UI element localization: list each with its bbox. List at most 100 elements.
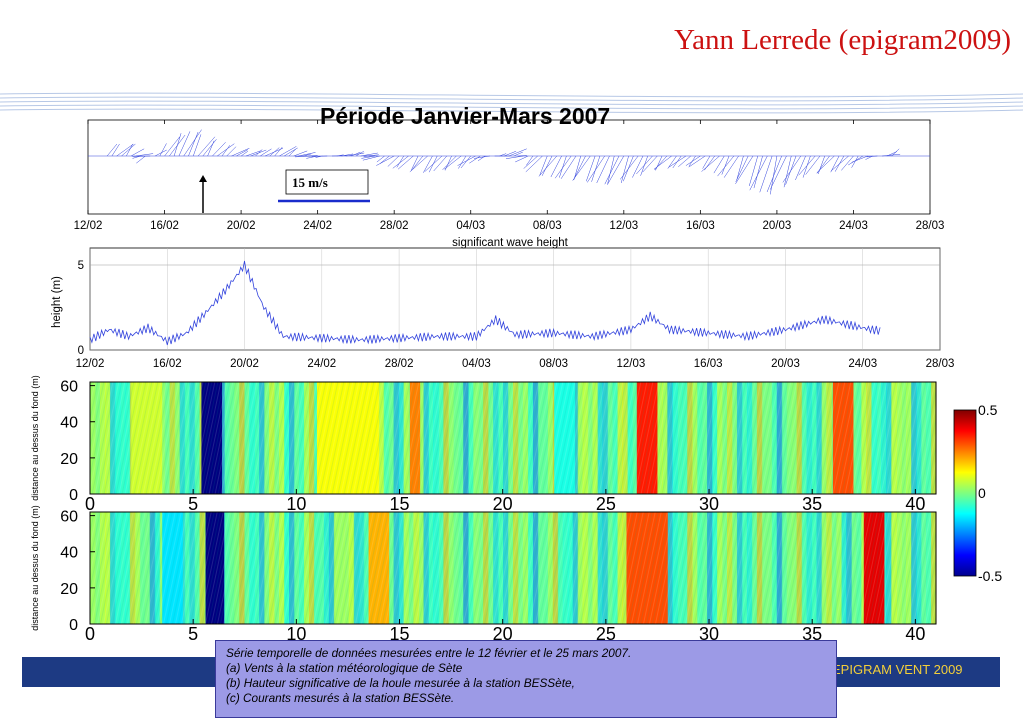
wind-stick <box>802 155 811 178</box>
caption-line: (a) Vents à la station météorologique de… <box>226 661 463 675</box>
wind-stick <box>817 155 825 175</box>
wind-stick <box>226 146 237 157</box>
heatmap-y-tick-label: 40 <box>60 415 78 432</box>
wind-stick <box>433 155 447 172</box>
heatmap-x-tick-label: 10 <box>286 624 306 644</box>
wind-stick <box>303 153 312 157</box>
wind-stick <box>444 155 462 170</box>
heatmap-frame <box>89 511 937 625</box>
wind-stick <box>154 149 167 157</box>
heatmap-x-tick-label: 20 <box>493 624 513 644</box>
wind-stick <box>560 155 577 179</box>
wind-stick <box>769 155 787 190</box>
wind-stick <box>891 148 900 157</box>
wind-stick <box>423 155 433 173</box>
wind-stick <box>736 155 744 180</box>
wind-stick <box>202 139 217 157</box>
heatmap-x-tick-label: 35 <box>802 494 822 514</box>
wind-stick <box>735 155 749 182</box>
wind-stick <box>164 136 180 157</box>
wind-stick <box>805 155 821 175</box>
wind-x-tick-label: 12/03 <box>609 220 638 232</box>
wind-x-tick-label: 16/02 <box>150 220 179 232</box>
wind-stick <box>607 155 625 185</box>
wind-x-tick-label: 20/03 <box>763 220 792 232</box>
wave-x-tick-label: 12/02 <box>76 358 105 370</box>
wind-stick <box>379 155 390 164</box>
heatmap-x-tick-label: 5 <box>188 624 198 644</box>
wind-stick <box>396 155 404 168</box>
heatmap-x-tick-label: 5 <box>188 494 198 514</box>
colorbar-tick-label: 0.5 <box>978 402 998 418</box>
wave-x-tick-label: 20/03 <box>771 358 800 370</box>
wind-stick <box>457 155 476 166</box>
scale-label: 15 m/s <box>292 175 328 190</box>
scale-box <box>285 169 369 195</box>
wave-x-tick-label: 16/03 <box>694 358 723 370</box>
wind-stick <box>782 155 802 183</box>
wind-plot-frame <box>87 119 931 215</box>
wind-stick <box>255 149 263 157</box>
heatmap-texture <box>90 512 936 624</box>
wind-stick <box>604 155 620 185</box>
heatmap-x-tick-label: 35 <box>802 624 822 644</box>
heatmap-y-label: distance au dessus du fond (m) <box>30 375 40 501</box>
wind-stick <box>851 155 859 168</box>
wind-stick <box>685 155 701 166</box>
wind-stick <box>284 147 298 157</box>
heatmap-y-tick-label: 60 <box>60 509 78 526</box>
wind-x-tick-label: 04/03 <box>456 220 485 232</box>
heatmap-y-label: distance au dessus du fond (m) <box>30 505 40 631</box>
wind-stick <box>311 155 328 157</box>
wind-stick <box>341 153 354 157</box>
current-heatmap-top: 0 20 40 60 0 5 10 15 20 25 30 35 40 distance au dessu… <box>30 375 937 514</box>
wind-stick <box>126 143 134 157</box>
wave-x-tick-label: 04/03 <box>462 358 491 370</box>
wind-stick <box>539 155 548 176</box>
wind-stick <box>424 155 443 172</box>
wind-stick <box>515 155 529 163</box>
wind-stick <box>587 155 605 183</box>
heatmap-y-tick-label: 40 <box>60 545 78 562</box>
wind-stick <box>376 155 385 163</box>
wave-y-axis: 05 <box>78 260 84 357</box>
wind-stick <box>619 155 639 180</box>
wave-y-label: height (m) <box>51 276 63 328</box>
wind-x-tick-label: 24/03 <box>839 220 868 232</box>
wind-stick <box>636 155 653 175</box>
wind-stick <box>207 140 215 157</box>
wind-stick <box>298 152 316 157</box>
heatmap-texture <box>90 382 936 494</box>
wave-x-tick-label: 12/03 <box>617 358 646 370</box>
heatmap-x-tick-label: 40 <box>905 494 925 514</box>
wind-stick <box>136 155 146 164</box>
wave-y-tick-label: 5 <box>78 260 84 272</box>
footer-label: EPIGRAM VENT 2009 <box>832 662 963 677</box>
wave-x-tick-label: 28/03 <box>926 358 955 370</box>
wind-stick <box>550 155 562 178</box>
wind-stick <box>365 154 379 157</box>
decorative-wave-lines <box>0 92 1023 114</box>
wind-stick <box>759 155 773 193</box>
wind-stick <box>361 155 376 159</box>
wind-stick <box>526 155 534 166</box>
wind-stick <box>293 150 308 157</box>
wind-stick <box>642 155 658 173</box>
wind-stick <box>749 155 768 191</box>
wind-x-axis: 12/02 16/02 20/02 24/02 28/02 04/03 08/03 12/03… <box>74 120 944 232</box>
wind-stick <box>397 155 414 170</box>
wind-stick <box>106 143 118 157</box>
wind-stick <box>236 149 248 157</box>
arrow-head-icon <box>199 175 207 182</box>
caption-line: (b) Hauteur significative de la houle me… <box>226 676 575 690</box>
wind-stick <box>178 131 191 157</box>
wind-stick <box>121 143 136 157</box>
wind-stick <box>473 155 490 159</box>
wind-stick <box>411 155 419 171</box>
wind-stick <box>387 155 400 167</box>
wind-stick <box>640 155 648 176</box>
wave-series-line <box>89 260 881 346</box>
wind-stick <box>217 143 235 157</box>
wind-x-tick-label: 24/02 <box>303 220 332 232</box>
wind-stick <box>212 142 226 157</box>
